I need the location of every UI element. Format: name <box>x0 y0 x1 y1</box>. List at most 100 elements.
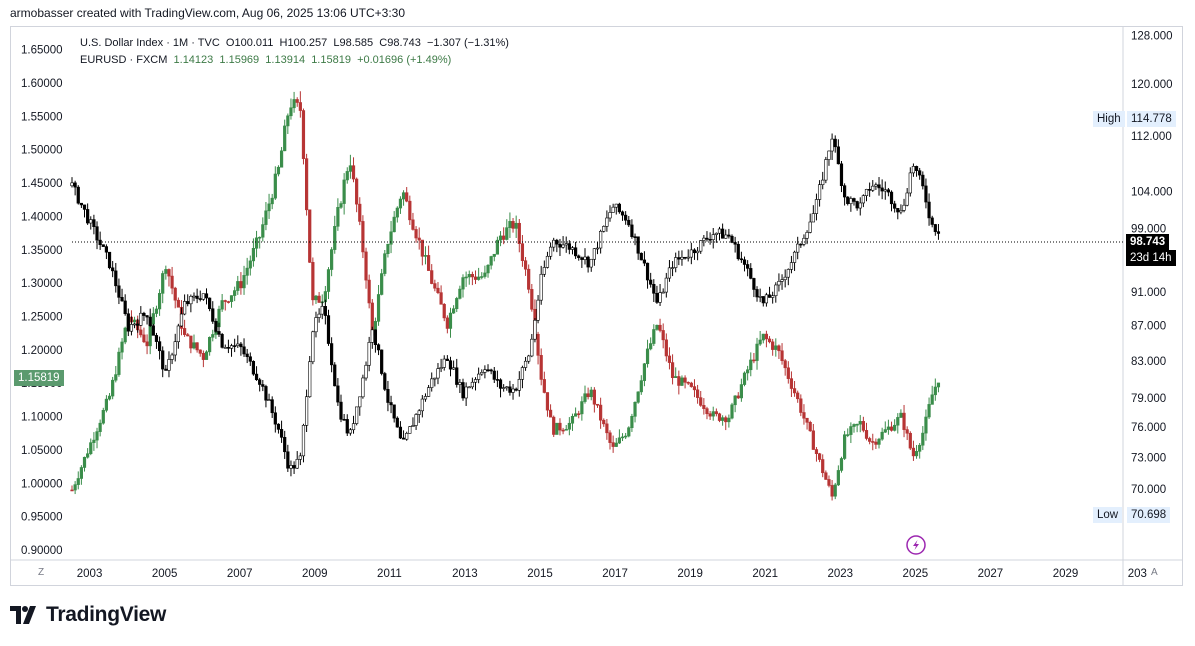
candle-body <box>464 276 468 279</box>
candle-body <box>802 412 806 419</box>
candle-body <box>395 417 399 428</box>
candle-body <box>899 412 903 418</box>
candle-body <box>179 313 184 327</box>
candle-body <box>420 239 424 257</box>
candle-body <box>270 399 274 414</box>
candle-body <box>893 203 897 209</box>
candle-body <box>98 239 102 245</box>
candle-body <box>279 429 284 438</box>
tradingview-logo[interactable]: TradingView <box>10 603 166 627</box>
candle-body <box>717 228 722 234</box>
candle-body <box>223 347 227 349</box>
candle-body <box>142 334 146 343</box>
time-axis: 2003 2005 2007 2009 2011 2013 2015 2017 2019 2021… <box>77 568 1147 580</box>
candle-body <box>746 369 750 374</box>
candle-body <box>364 251 368 281</box>
candle-body <box>361 221 365 253</box>
candle-body <box>667 355 672 363</box>
candle-body <box>727 234 731 237</box>
candle-body <box>192 295 196 298</box>
candle-body <box>733 395 737 406</box>
candle-body <box>574 247 578 257</box>
candle-body <box>304 396 309 426</box>
candle-body <box>261 224 265 238</box>
time-axis-tick: 2029 <box>1053 568 1079 580</box>
candle-body <box>780 279 784 282</box>
candle-body <box>624 435 628 438</box>
candle-body <box>617 437 621 444</box>
candle-body <box>289 465 293 469</box>
candle-body <box>317 313 321 318</box>
legend-dxy[interactable]: U.S. Dollar Index · 1M · TVC O100.011 H1… <box>80 35 509 52</box>
candle-body <box>777 281 781 286</box>
candle-body <box>186 334 190 337</box>
high-label: High <box>1093 111 1125 127</box>
candle-body <box>505 227 509 240</box>
candle-body <box>852 198 856 202</box>
candle-body <box>689 249 693 258</box>
candle-body <box>111 267 115 272</box>
candle-body <box>251 247 256 262</box>
time-axis-tick: 2011 <box>377 568 402 580</box>
candle-body <box>186 301 190 305</box>
candle-body <box>836 146 840 165</box>
candle-body <box>132 323 137 326</box>
candle-body <box>423 396 428 400</box>
candle-body <box>927 404 931 418</box>
right-axis-tick: 70.000 <box>1131 484 1166 496</box>
candle-body <box>839 458 844 471</box>
candle-body <box>295 459 299 469</box>
candle-body <box>264 210 268 225</box>
time-axis-tick: 203 <box>1128 568 1147 580</box>
candle-body <box>483 272 487 277</box>
candle-body <box>70 489 74 492</box>
candle-body <box>677 376 681 386</box>
candle-body <box>189 296 193 305</box>
candle-body <box>301 110 306 159</box>
candle-body <box>220 334 224 348</box>
candle-body <box>95 431 99 441</box>
candle-body <box>82 456 87 468</box>
legend-eurusd[interactable]: EURUSD · FXCM 1.14123 1.15969 1.13914 1.… <box>80 52 509 69</box>
candle-body <box>430 270 434 284</box>
candle-body <box>136 323 140 326</box>
candle-body <box>855 423 859 426</box>
candle-body <box>827 150 831 160</box>
candle-body <box>361 377 365 398</box>
candle-body <box>473 379 478 383</box>
candle-body <box>705 237 709 240</box>
candle-body <box>270 197 274 205</box>
candle-body <box>392 216 396 233</box>
candle-body <box>889 426 894 431</box>
candle-body <box>545 392 550 411</box>
candle-body <box>605 423 609 434</box>
candle-body <box>833 138 837 148</box>
candle-body <box>355 178 359 205</box>
candle-body <box>176 325 180 343</box>
candle-body <box>811 213 815 223</box>
auto-scale-right-button[interactable]: A <box>1151 567 1158 578</box>
candle-body <box>380 349 384 374</box>
candle-body <box>367 342 371 366</box>
candle-body <box>633 236 637 238</box>
time-axis-tick: 2025 <box>903 568 929 580</box>
candle-body <box>508 386 512 393</box>
candle-body <box>583 256 587 260</box>
lightning-icon[interactable] <box>906 535 926 555</box>
candle-body <box>523 360 528 368</box>
candle-body <box>401 437 406 440</box>
candle-body <box>689 382 693 387</box>
candle-body <box>405 433 409 440</box>
candle-body <box>189 335 193 349</box>
candle-body <box>811 430 815 450</box>
candle-body <box>908 432 912 449</box>
auto-scale-left-button[interactable]: Z <box>38 567 45 578</box>
candle-body <box>580 257 584 260</box>
candle-body <box>918 170 922 176</box>
candle-body <box>233 290 237 296</box>
candle-body <box>345 171 349 181</box>
candle-body <box>239 281 243 289</box>
candle-body <box>330 249 334 270</box>
candle-body <box>717 413 722 421</box>
